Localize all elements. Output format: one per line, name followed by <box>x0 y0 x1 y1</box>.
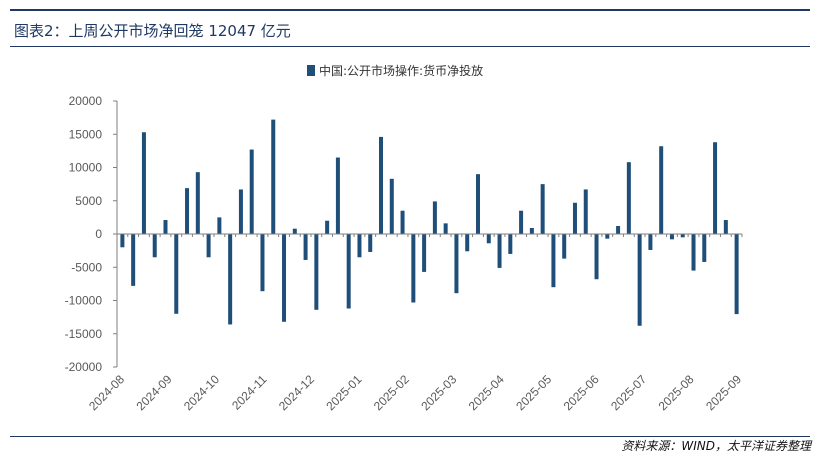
bar <box>389 178 394 234</box>
y-tick-label: 5000 <box>75 194 102 208</box>
x-tick-label: 2024-10 <box>181 372 222 413</box>
bar <box>141 132 146 234</box>
figure-title: 图表2：上周公开市场净回笼 12047 亿元 <box>14 22 291 40</box>
x-tick-label: 2025-09 <box>703 372 744 413</box>
x-tick-label: 2024-08 <box>86 372 127 413</box>
bar <box>583 189 588 234</box>
source-note: 资料来源：WIND，太平洋证券整理 <box>621 439 811 453</box>
y-tick-label: -5000 <box>71 260 102 274</box>
bar <box>465 234 470 252</box>
bar <box>303 234 308 260</box>
x-tick-label: 2025-06 <box>561 372 602 413</box>
bar <box>723 220 728 234</box>
bar <box>206 234 211 258</box>
bar <box>185 188 190 234</box>
x-tick-label: 2024-09 <box>134 372 175 413</box>
y-tick-label: 0 <box>95 227 102 241</box>
bar <box>422 234 427 272</box>
bar <box>443 223 448 234</box>
bar <box>400 210 405 234</box>
bar <box>680 234 685 238</box>
bar <box>260 234 265 292</box>
bars <box>120 119 739 326</box>
bar <box>325 220 330 234</box>
bar <box>335 157 340 234</box>
bar <box>379 136 384 234</box>
legend: 中国:公开市场操作:货币净投放 <box>307 63 483 78</box>
bar <box>163 220 168 234</box>
axes <box>113 100 743 368</box>
bar <box>282 234 287 322</box>
x-tick-label: 2024-11 <box>229 372 270 413</box>
x-tick-label: 2025-05 <box>513 372 554 413</box>
bar <box>669 234 674 240</box>
bar <box>594 234 599 280</box>
bar <box>616 226 621 234</box>
bar <box>131 234 136 286</box>
bar <box>637 234 642 326</box>
x-tick-label: 2025-03 <box>418 372 459 413</box>
x-tick-label: 2025-04 <box>466 372 507 413</box>
bottom-rule <box>10 436 810 437</box>
bar <box>691 234 696 271</box>
bar <box>734 234 739 315</box>
bar <box>271 119 276 234</box>
bar <box>529 228 534 234</box>
title-rule <box>10 46 810 47</box>
y-tick-label: 15000 <box>69 127 103 141</box>
y-tick-label: 10000 <box>69 161 103 175</box>
y-axis-tick-labels: 20000 15000 10000 5000 0 -5000 -10000 -15000 -20… <box>65 94 103 374</box>
x-tick-label: 2025-08 <box>656 372 697 413</box>
bar <box>562 234 567 259</box>
bar <box>346 234 351 309</box>
bar <box>238 189 243 234</box>
bar <box>120 234 125 248</box>
bar <box>497 234 502 268</box>
y-tick-label: -20000 <box>65 360 103 374</box>
y-tick-label: -10000 <box>65 294 103 308</box>
bar <box>713 142 718 234</box>
bar <box>292 228 297 234</box>
bar <box>486 234 491 244</box>
bar <box>217 217 222 235</box>
legend-label: 中国:公开市场操作:货币净投放 <box>319 63 483 78</box>
legend-swatch <box>307 65 315 76</box>
bar <box>551 234 556 288</box>
bar <box>368 234 373 252</box>
bar <box>659 146 664 234</box>
bar <box>702 234 707 262</box>
bar <box>195 172 200 234</box>
x-tick-label: 2024-12 <box>276 372 317 413</box>
bar <box>540 184 545 235</box>
x-tick-label: 2025-02 <box>371 372 412 413</box>
bar <box>174 234 179 314</box>
top-rule <box>10 9 810 11</box>
bar <box>249 149 254 234</box>
y-tick-label: 20000 <box>69 94 103 108</box>
bar <box>411 234 416 303</box>
bar <box>605 234 610 239</box>
bar <box>454 234 459 294</box>
bar <box>314 234 319 310</box>
x-tick-label: 2025-07 <box>608 372 649 413</box>
bar <box>357 234 362 258</box>
x-axis-tick-labels: 2024-08 2024-09 2024-10 2024-11 2024-12 2025-… <box>86 372 744 413</box>
x-tick-label: 2025-01 <box>323 372 364 413</box>
bar <box>475 174 480 234</box>
bar <box>228 234 233 325</box>
y-tick-label: -15000 <box>65 327 103 341</box>
bar <box>648 234 653 250</box>
bar <box>519 210 524 234</box>
bar <box>572 202 577 234</box>
bar <box>626 162 631 234</box>
bar <box>152 234 157 258</box>
bar <box>508 234 513 254</box>
bar <box>432 201 437 234</box>
